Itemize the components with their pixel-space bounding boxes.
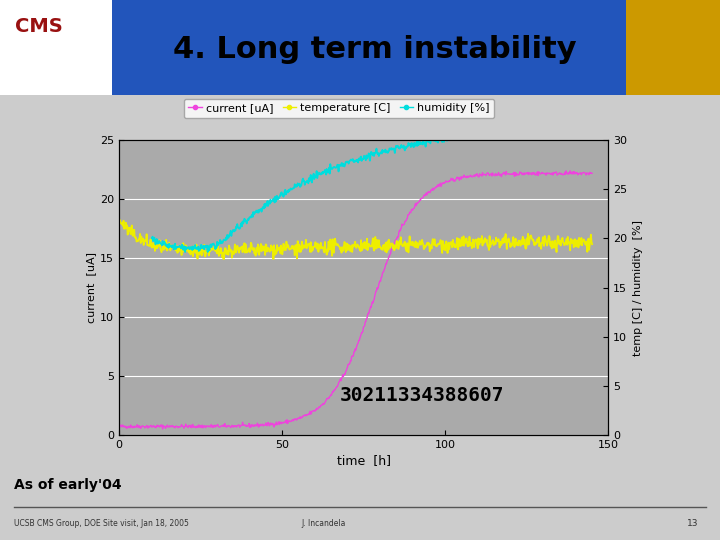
Bar [0,0,112,94]
Text: J. Incandela: J. Incandela [302,519,346,529]
Text: 13: 13 [687,519,698,529]
Text: 30211334388607: 30211334388607 [340,386,505,405]
Y-axis label: current  [uA]: current [uA] [86,252,96,323]
Text: CMS: CMS [15,17,63,36]
Bar [626,0,720,94]
Y-axis label: temp [C] / humidity  [%]: temp [C] / humidity [%] [633,220,643,355]
Text: 4. Long term instability: 4. Long term instability [173,35,576,64]
Text: As of early'04: As of early'04 [14,478,122,492]
X-axis label: time  [h]: time [h] [337,454,391,467]
Legend: current [uA], temperature [C], humidity [%]: current [uA], temperature [C], humidity … [184,99,495,118]
Text: UCSB CMS Group, DOE Site visit, Jan 18, 2005: UCSB CMS Group, DOE Site visit, Jan 18, … [14,519,189,529]
